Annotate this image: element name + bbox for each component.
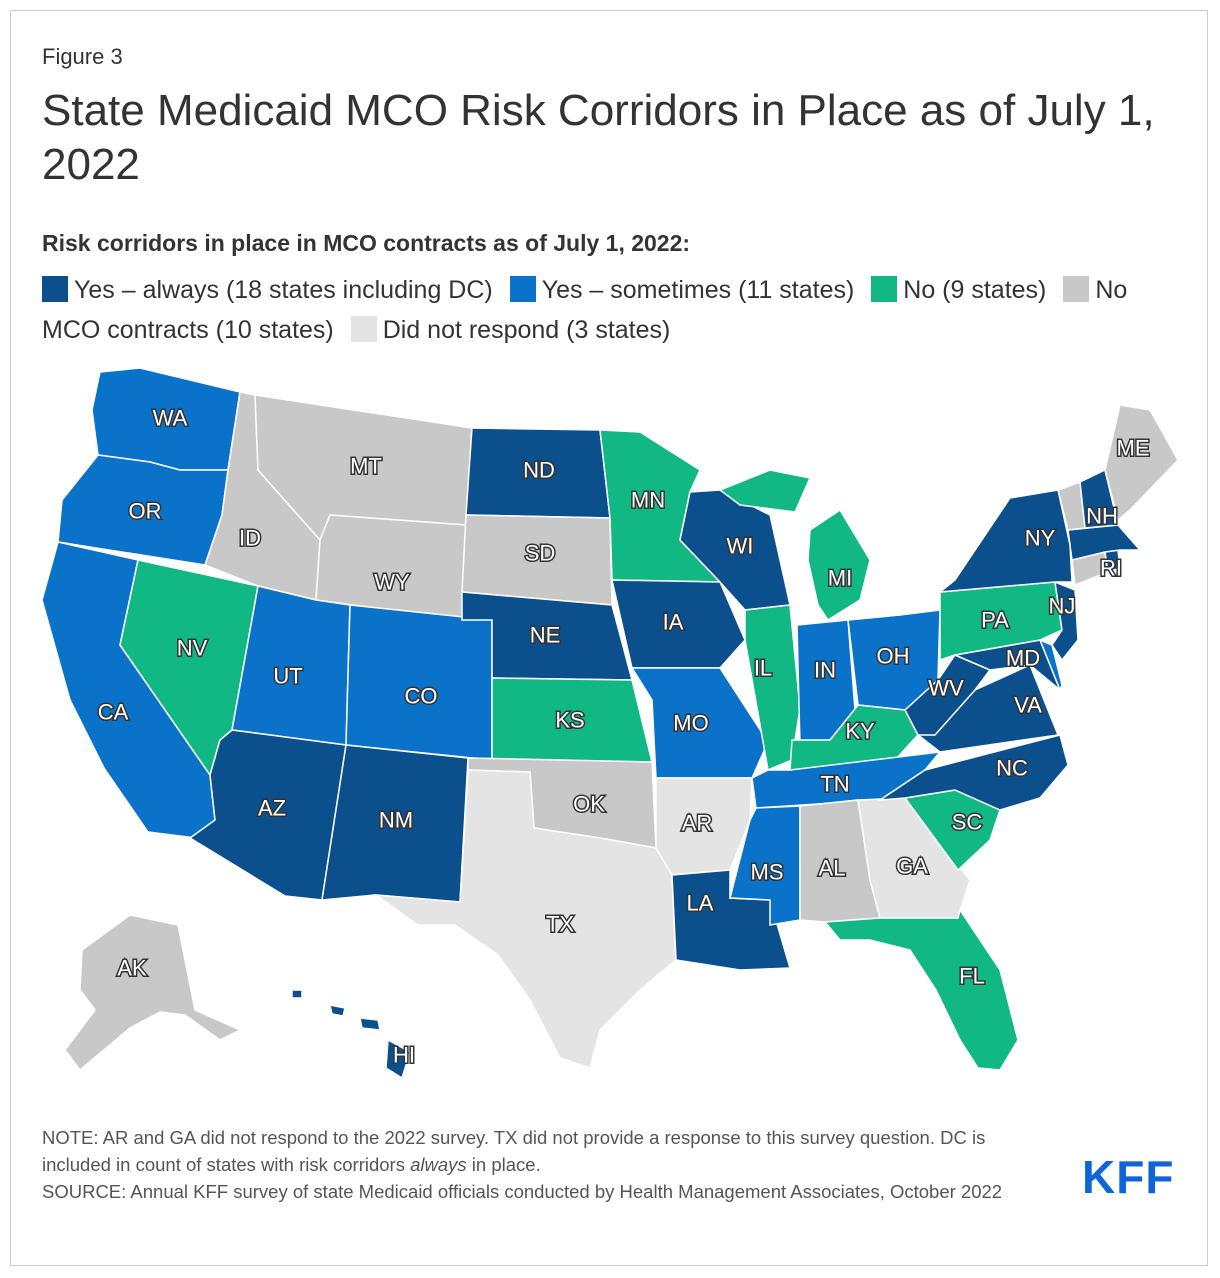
state-NC <box>877 734 1069 811</box>
state-label-NY: NY <box>1025 526 1056 551</box>
legend-label-yes-sometimes: Yes – sometimes (11 states) <box>541 276 855 304</box>
legend-label-yes-always: Yes – always (18 states including DC) <box>74 276 493 304</box>
legend-swatch-did-not-respond <box>350 316 377 342</box>
us-map: WA OR CA NV ID MT WY UT AZ CO NM ND SD NE KS OK TX MN IA MO… <box>41 367 1179 1080</box>
state-label-NJ: NJ <box>1049 594 1076 619</box>
state-label-GA: GA <box>896 854 928 879</box>
legend-label-no: No (9 states) <box>903 276 1047 304</box>
kff-logo: KFF <box>1082 1151 1175 1203</box>
state-label-KS: KS <box>555 708 584 733</box>
state-MI <box>718 469 871 622</box>
footnote: NOTE: AR and GA did not respond to the 2… <box>42 1124 1052 1205</box>
state-label-SD: SD <box>525 541 556 566</box>
state-label-IL: IL <box>754 656 772 681</box>
state-label-NC: NC <box>996 756 1028 781</box>
state-label-TX: TX <box>546 912 574 937</box>
state-label-IA: IA <box>663 610 684 635</box>
state-FL <box>823 908 1019 1071</box>
state-label-ME: ME <box>1117 436 1150 461</box>
state-label-CA: CA <box>98 700 129 725</box>
state-label-OR: OR <box>129 499 162 524</box>
state-AK <box>64 914 242 1072</box>
state-ME <box>1104 404 1179 522</box>
legend-label-no-mco: No MCO contracts (10 states) <box>42 276 1128 344</box>
state-label-AL: AL <box>819 856 846 881</box>
state-label-NE: NE <box>530 623 561 648</box>
state-label-KY: KY <box>845 719 875 744</box>
state-label-ID: ID <box>239 526 261 551</box>
state-label-AK: AK <box>117 956 147 981</box>
state-NJ <box>1051 580 1079 662</box>
state-label-ND: ND <box>523 458 555 483</box>
legend: Yes – always (18 states including DC) Ye… <box>42 270 1162 350</box>
state-label-NM: NM <box>379 808 413 833</box>
state-NH <box>1079 468 1119 529</box>
state-label-WV: WV <box>928 676 964 701</box>
legend-heading: Risk corridors in place in MCO contracts… <box>42 230 691 256</box>
state-label-IN: IN <box>814 658 836 683</box>
legend-item-did-not-respond: Did not respond (3 states) <box>350 316 671 344</box>
state-HI <box>291 989 411 1080</box>
note-emphasis: always <box>410 1154 467 1175</box>
state-label-MS: MS <box>751 860 784 885</box>
state-label-UT: UT <box>273 664 302 689</box>
state-TX <box>373 769 677 1069</box>
state-label-TN: TN <box>820 772 849 797</box>
state-label-WA: WA <box>153 406 188 431</box>
state-label-NH: NH <box>1086 504 1118 529</box>
state-labels: WA OR CA NV ID MT WY UT AZ CO NM ND SD NE KS OK TX MN IA MO… <box>96 404 1151 1069</box>
legend-swatch-no <box>871 276 898 302</box>
legend-swatch-no-mco <box>1063 276 1090 302</box>
legend-item-no-mco: No MCO contracts (10 states) <box>42 276 1127 344</box>
state-label-VA: VA <box>1014 693 1042 718</box>
state-label-MD: MD <box>1006 646 1040 671</box>
state-label-NV: NV <box>177 636 208 661</box>
state-label-LA: LA <box>687 891 714 916</box>
state-CO <box>345 604 493 761</box>
state-label-AZ: AZ <box>258 796 286 821</box>
legend-label-did-not-respond: Did not respond (3 states) <box>382 316 671 344</box>
state-IA <box>611 579 746 669</box>
state-shapes <box>41 367 1179 1080</box>
state-label-WY: WY <box>374 570 410 595</box>
state-label-PA: PA <box>981 608 1009 633</box>
state-label-RI: RI <box>1100 556 1122 581</box>
state-label-OK: OK <box>573 792 605 817</box>
note-line-end: in place. <box>466 1154 541 1175</box>
note-text: NOTE: AR and GA did not respond to the 2… <box>42 1124 1052 1178</box>
state-LA <box>671 869 791 971</box>
state-label-HI: HI <box>393 1043 415 1068</box>
state-label-AR: AR <box>682 811 713 836</box>
figure-label: Figure 3 <box>42 44 123 69</box>
state-label-MT: MT <box>350 454 382 479</box>
legend-item-no: No (9 states) <box>871 276 1046 304</box>
state-DE <box>1038 638 1063 693</box>
state-label-FL: FL <box>959 964 985 989</box>
state-label-MO: MO <box>673 711 708 736</box>
state-label-WI: WI <box>727 534 754 559</box>
chart-title: State Medicaid MCO Risk Corridors in Pla… <box>42 86 1155 189</box>
legend-swatch-yes-sometimes <box>509 276 536 302</box>
state-label-MN: MN <box>631 488 665 513</box>
note-line: NOTE: AR and GA did not respond to the 2… <box>42 1127 986 1175</box>
state-WV <box>904 654 992 736</box>
state-label-CO: CO <box>405 684 438 709</box>
legend-item-yes-always: Yes – always (18 states including DC) <box>42 276 493 304</box>
source-text: SOURCE: Annual KFF survey of state Medic… <box>42 1181 1003 1202</box>
legend-item-yes-sometimes: Yes – sometimes (11 states) <box>509 276 855 304</box>
legend-swatch-yes-always <box>42 276 68 302</box>
state-label-OH: OH <box>877 644 910 669</box>
state-label-SC: SC <box>952 810 983 835</box>
state-NY <box>937 489 1073 593</box>
state-label-MI: MI <box>828 566 852 591</box>
